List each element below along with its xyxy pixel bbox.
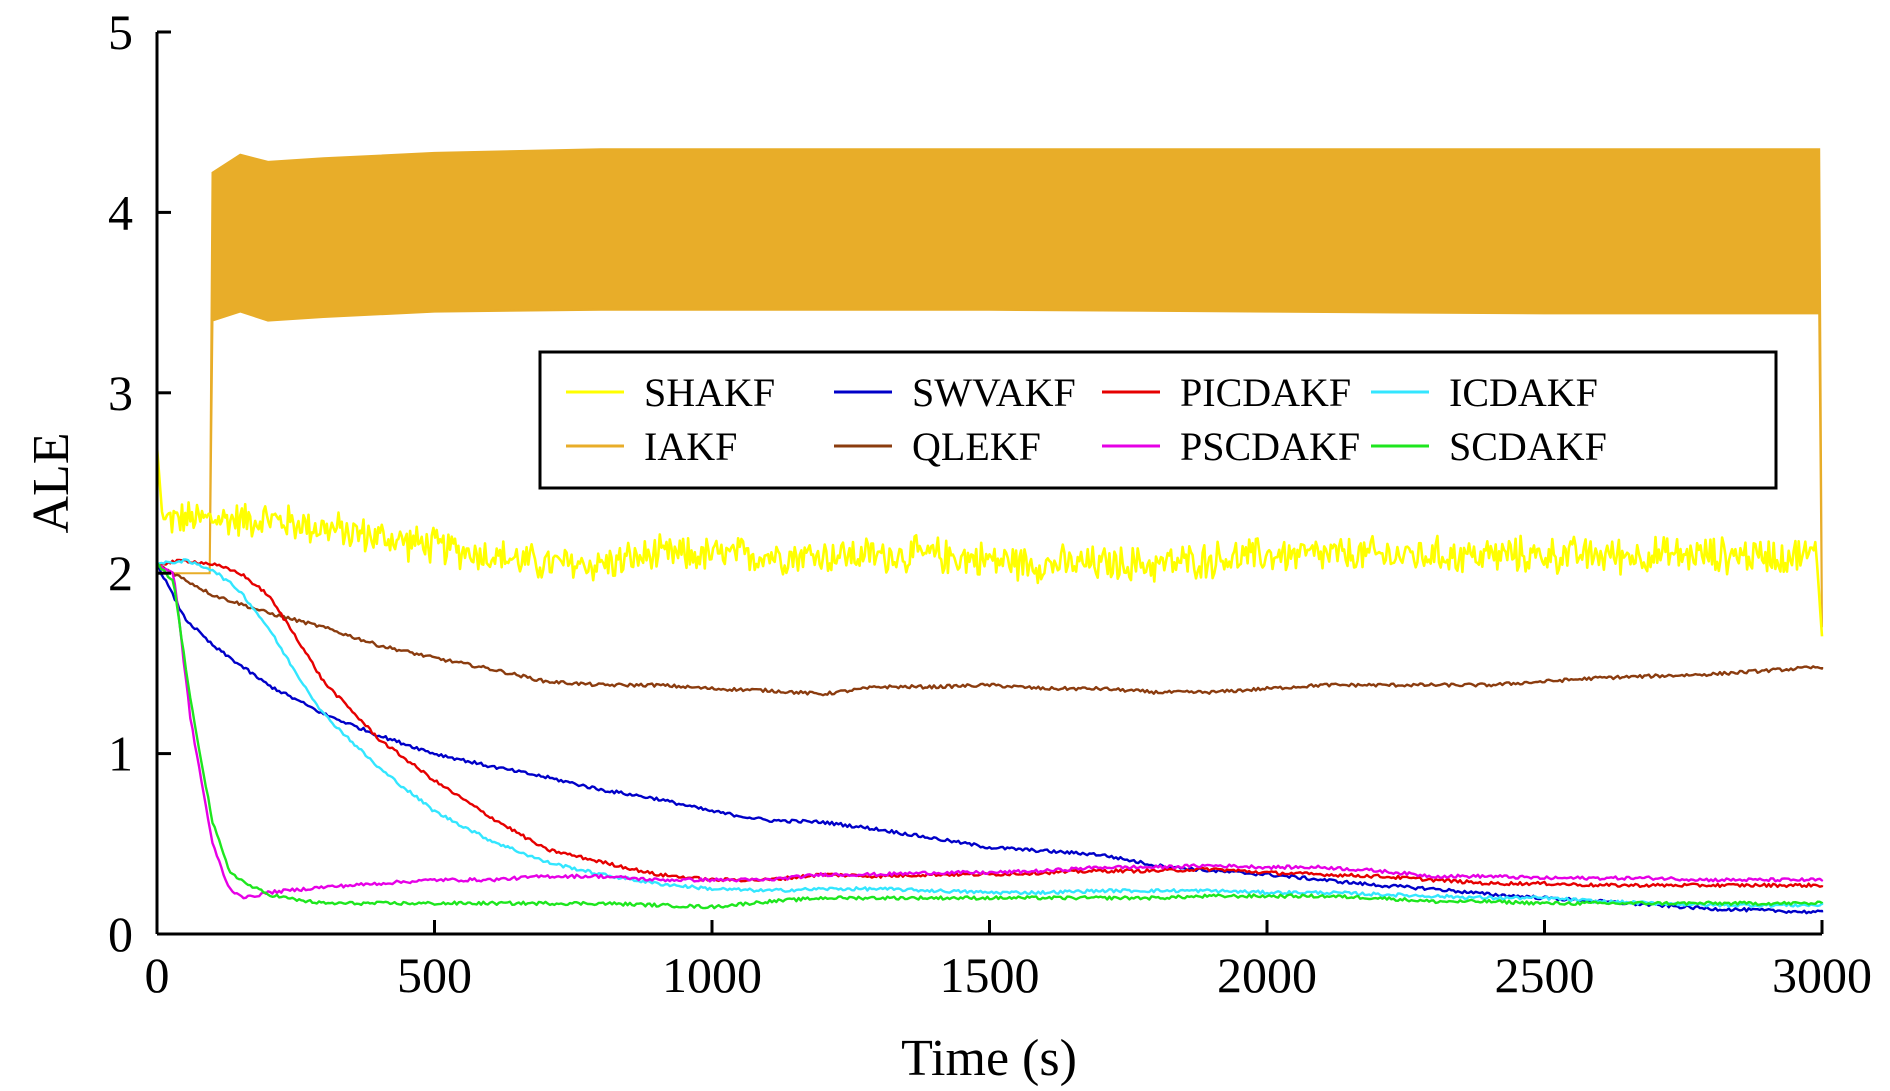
legend: SHAKF SWVAKF PICDAKF ICDAKF IAKF QLEKF PSCDAKF… xyxy=(538,350,1778,490)
series-qlekf-line xyxy=(157,564,1824,697)
series-icdakf-line xyxy=(156,558,1824,908)
legend-label-picdakf: PICDAKF xyxy=(1180,370,1351,415)
legend-label-scdakf: SCDAKF xyxy=(1449,424,1607,469)
x-tick-label-3000: 3000 xyxy=(1772,947,1872,1003)
x-tick-label-500: 500 xyxy=(397,947,472,1003)
series-layer xyxy=(155,148,1824,915)
series-scdakf-line xyxy=(156,562,1824,910)
y-tick-label-4: 4 xyxy=(108,184,133,240)
y-axis-title: ALE xyxy=(23,432,80,533)
x-tick-label-1500: 1500 xyxy=(940,947,1040,1003)
x-tick-label-0: 0 xyxy=(145,947,170,1003)
y-tick-label-3: 3 xyxy=(108,365,133,421)
legend-label-qlekf: QLEKF xyxy=(912,424,1041,469)
series-swvakf-line xyxy=(156,563,1824,915)
y-tick-label-5: 5 xyxy=(108,4,133,60)
x-tick-label-2500: 2500 xyxy=(1495,947,1595,1003)
series-shakf-line xyxy=(155,446,1824,637)
y-tick-label-2: 2 xyxy=(108,545,133,601)
x-tick-label-2000: 2000 xyxy=(1217,947,1317,1003)
legend-label-shakf: SHAKF xyxy=(644,370,775,415)
y-tick-label-1: 1 xyxy=(108,726,133,782)
ticks-layer: 0 500 1000 1500 2000 2500 3000 0 1 2 3 4 5 xyxy=(108,4,1872,1003)
legend-label-pscdakf: PSCDAKF xyxy=(1180,424,1360,469)
series-pscdakf-line xyxy=(156,563,1824,900)
series-picdakf-line xyxy=(156,558,1824,889)
legend-box xyxy=(538,350,1778,490)
x-tick-label-1000: 1000 xyxy=(662,947,762,1003)
x-axis-title: Time (s) xyxy=(901,1030,1077,1087)
legend-label-swvakf: SWVAKF xyxy=(912,370,1076,415)
legend-label-icdakf: ICDAKF xyxy=(1449,370,1598,415)
y-tick-label-0: 0 xyxy=(108,906,133,962)
legend-label-iakf: IAKF xyxy=(644,424,737,469)
